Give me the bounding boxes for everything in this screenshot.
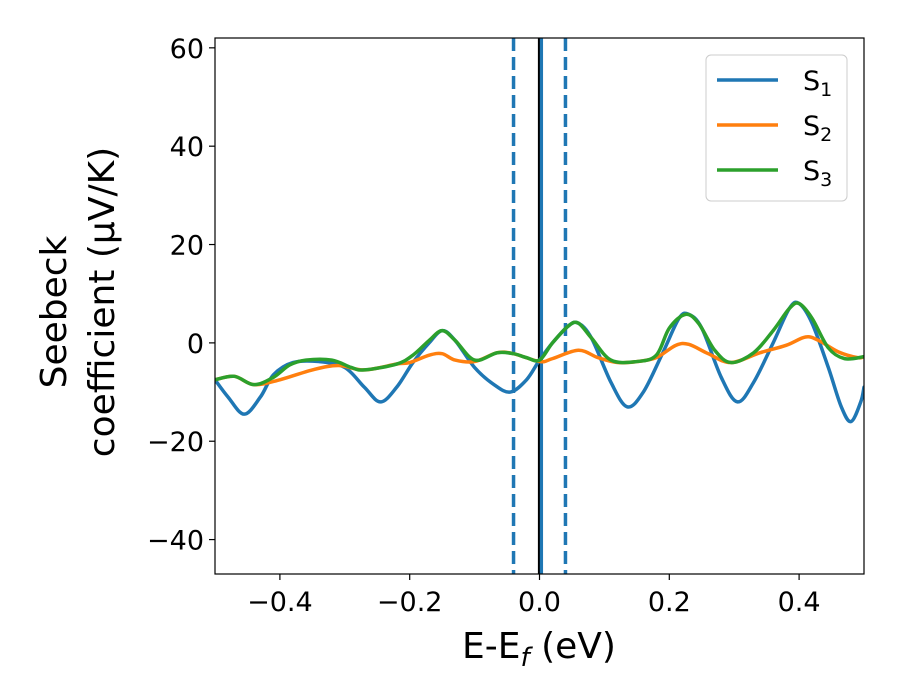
y-tick-label: 40 — [170, 132, 204, 163]
y-axis-title: Seebeck coefficient (μV/K) — [34, 147, 123, 457]
legend-box — [705, 54, 848, 202]
x-axis-title: E-Ef (eV) — [462, 626, 616, 673]
y-tick-label: −20 — [147, 427, 204, 458]
x-tick-label: −0.4 — [247, 587, 313, 618]
series-lines — [215, 300, 864, 424]
y-tick-label: 0 — [187, 329, 204, 360]
y-axis-title-line1: Seebeck — [34, 235, 75, 388]
x-tick-label: 0.0 — [518, 587, 561, 618]
y-tick-label: 20 — [170, 231, 204, 262]
series-line-s3 — [215, 301, 864, 387]
x-tick-label: 0.2 — [648, 587, 691, 618]
legend-label-s1: S1 — [803, 66, 832, 101]
legend-label-s2: S2 — [803, 111, 832, 146]
y-tick-label: −40 — [147, 526, 204, 557]
x-tick-label: 0.4 — [778, 587, 821, 618]
legend-label-s3: S3 — [803, 156, 832, 191]
y-axis-title-line2: coefficient (μV/K) — [82, 147, 123, 457]
legend: S1 S2 S3 — [705, 54, 848, 202]
y-axis: −40 −20 0 20 40 60 — [147, 34, 215, 557]
x-axis: −0.4 −0.2 0.0 0.2 0.4 — [247, 574, 821, 618]
x-tick-label: −0.2 — [377, 587, 443, 618]
reference-lines — [511, 38, 568, 574]
y-tick-label: 60 — [170, 34, 204, 65]
